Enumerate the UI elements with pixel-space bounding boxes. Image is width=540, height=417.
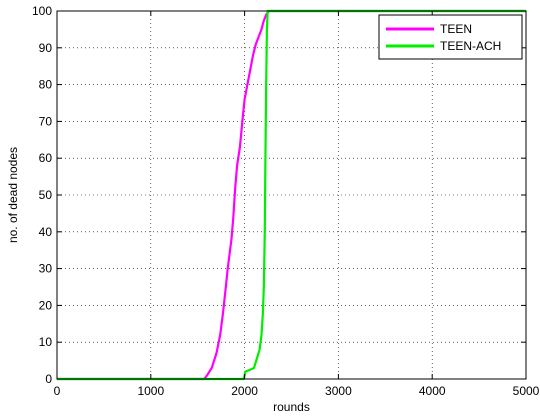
y-tick-label: 10: [39, 335, 53, 349]
y-tick-labels: 0 10 20 30 40 50 60 70 80 90 100: [32, 4, 52, 386]
y-axis-label: no. of dead nodes: [6, 147, 20, 243]
y-tick-label: 50: [39, 188, 53, 202]
y-tick-label: 20: [39, 298, 53, 312]
x-tick-label: 3000: [325, 384, 352, 398]
x-tick-labels: 0 1000 2000 3000 4000 5000: [54, 384, 540, 398]
y-tick-label: 60: [39, 151, 53, 165]
y-tick-label: 80: [39, 78, 53, 92]
series-lines: [57, 9, 526, 381]
series-line-teen: [57, 9, 526, 381]
y-tick-label: 100: [32, 4, 52, 18]
y-tick-label: 40: [39, 225, 53, 239]
grid-lines: [57, 11, 526, 379]
x-tick-label: 0: [54, 384, 61, 398]
y-tick-label: 90: [39, 41, 53, 55]
x-axis-label: rounds: [273, 400, 310, 414]
series-line-teen-ach: [57, 9, 526, 381]
x-tick-label: 2000: [231, 384, 258, 398]
x-tick-label: 4000: [419, 384, 446, 398]
legend-label-teen-ach: TEEN-ACH: [440, 39, 501, 53]
legend: TEEN TEEN-ACH: [378, 14, 523, 60]
legend-label-teen: TEEN: [440, 22, 472, 36]
y-tick-label: 30: [39, 262, 53, 276]
legend-box: [378, 14, 523, 60]
x-tick-label: 5000: [513, 384, 540, 398]
y-tick-label: 70: [39, 114, 53, 128]
x-tick-label: 1000: [137, 384, 164, 398]
plot-background: [57, 11, 526, 379]
axis-ticks: [56, 10, 527, 380]
y-tick-label: 0: [45, 372, 52, 386]
